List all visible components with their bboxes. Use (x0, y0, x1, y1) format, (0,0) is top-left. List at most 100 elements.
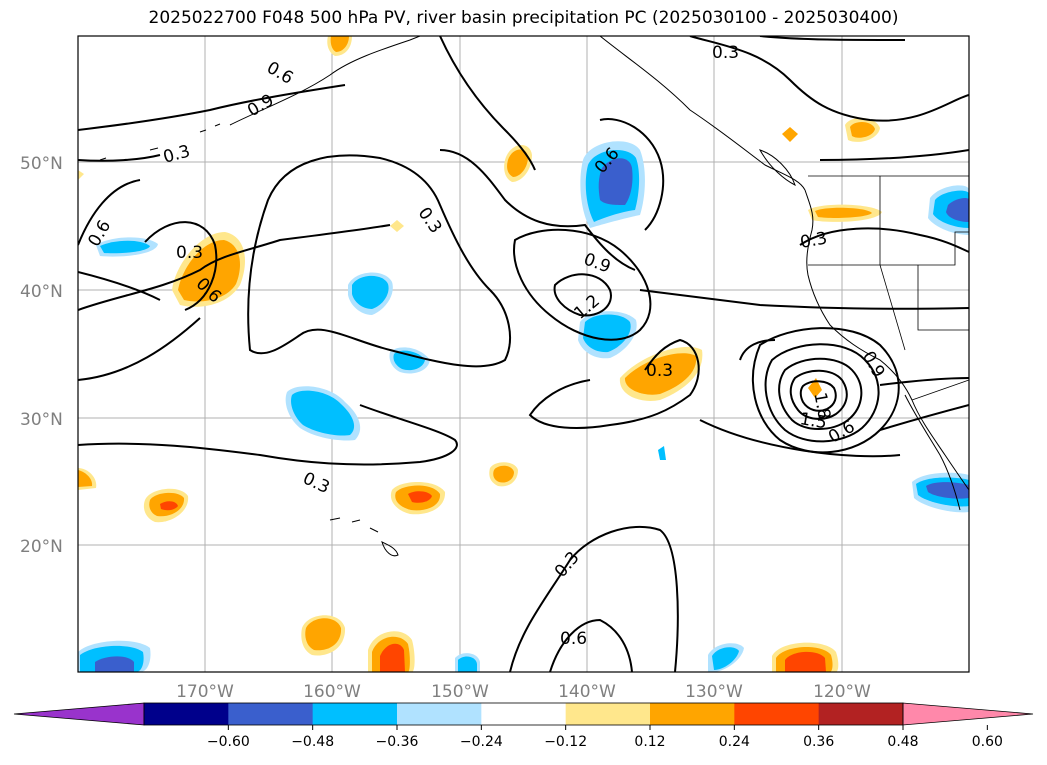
contour-label: 0.6 (560, 629, 587, 649)
map-frame (78, 36, 969, 672)
colorbar-tick-label: −0.60 (207, 734, 250, 750)
pv-contour-line (78, 179, 141, 246)
lat-label: 20°N (20, 537, 63, 557)
pv-contour-line (799, 227, 969, 253)
pv-contour-line (144, 221, 218, 311)
pv-contour-line (689, 36, 969, 122)
map-title: 2025022700 F048 500 hPa PV, river basin … (148, 8, 899, 28)
pv-contour-line (764, 343, 880, 443)
precip-blob-negative (946, 197, 969, 222)
precip-blob-positive (178, 240, 240, 302)
colorbar-outline (143, 702, 904, 726)
pv-contour-line (699, 419, 901, 458)
colorbar-segment (312, 703, 398, 725)
precip-blob-positive (493, 465, 514, 483)
lon-label: 160°W (303, 682, 361, 702)
contour-label: 0.3 (799, 229, 829, 253)
pv-contour-line (78, 317, 201, 381)
contour-label: 0.3 (712, 43, 739, 63)
precip-blob-positive (815, 207, 872, 218)
precip-blob-positive (380, 643, 405, 672)
precip-blob-negative (352, 275, 389, 309)
precip-blob-positive (330, 36, 349, 52)
borders (808, 175, 969, 401)
precip-blob-positive (305, 618, 342, 651)
pv-contour-line (78, 154, 161, 162)
colorbar-tick-label: 0.36 (803, 734, 834, 750)
precip-blob-positive (78, 170, 84, 180)
colorbar-segment (481, 703, 567, 725)
colorbar-tick-label: −0.48 (291, 734, 334, 750)
contour-label: 1.5 (798, 409, 828, 433)
colorbar-segment (818, 703, 904, 725)
lat-label: 40°N (20, 282, 63, 302)
pv-contour-line (439, 36, 536, 171)
precip-blob-positive (808, 378, 822, 398)
colorbar-segment (650, 703, 735, 725)
canada-coast (804, 189, 969, 491)
precip-blob-negative (712, 647, 739, 670)
pv-contour-line (819, 149, 969, 161)
baja-coast (904, 394, 961, 511)
precip-blob-positive (785, 651, 826, 672)
precip-shading (78, 36, 969, 672)
pv-contour-line (439, 149, 636, 271)
pv-contour-line (509, 525, 679, 672)
colorbar-segment (734, 703, 820, 725)
colorbar-tick-label: −0.36 (376, 734, 419, 750)
aleutian-islands (99, 123, 221, 161)
state-borders (808, 176, 969, 401)
pv-contour-line (789, 369, 848, 420)
precip-blob-positive (624, 353, 697, 395)
pv-contour-line (739, 339, 776, 361)
lat-label: 50°N (20, 154, 63, 174)
pv-contour-line (549, 618, 633, 672)
lon-label: 170°W (176, 682, 234, 702)
pv-contour-line (78, 404, 458, 466)
precip-blob-positive (78, 470, 93, 487)
hawaii-islands (329, 517, 399, 557)
pv-contour-line (759, 36, 906, 41)
pv-contour-line (879, 404, 969, 431)
colorbar-extend-high (902, 702, 1034, 726)
pv-contours (78, 36, 969, 672)
pv-contour-line (778, 357, 863, 430)
precip-blob-positive (408, 491, 432, 503)
pv-contour-line (528, 338, 700, 429)
precip-blob-negative (658, 446, 666, 460)
precip-blob-negative (291, 390, 355, 436)
latitude-labels: 50°N 40°N 30°N 20°N (20, 154, 63, 557)
precip-blob-negative (583, 314, 631, 353)
precip-blob-positive (782, 127, 798, 142)
contour-label: 0.3 (646, 361, 673, 381)
pv-contour-line (513, 228, 652, 341)
pv-contour-line (599, 118, 665, 231)
lon-label: 150°W (431, 682, 489, 702)
lon-label: 140°W (558, 682, 616, 702)
pv-contour-line (247, 154, 511, 368)
precip-blob-negative (598, 158, 633, 205)
lon-label: 120°W (813, 682, 871, 702)
colorbar-segment (228, 703, 314, 725)
colorbar-extend-low (13, 702, 145, 726)
contour-label: 0.3 (176, 243, 203, 263)
precip-blob-positive (850, 121, 875, 138)
pv-contour-line (639, 289, 969, 310)
pv-contour-line (553, 273, 612, 317)
precip-blob-negative (926, 482, 969, 499)
colorbar-segment (397, 703, 482, 725)
lon-label: 130°W (685, 682, 743, 702)
colorbar-tick-label: 0.24 (719, 734, 750, 750)
colorbar-segment (565, 703, 651, 725)
pv-contour-line (78, 271, 161, 301)
pv-contour-line (78, 224, 391, 311)
map-border (77, 35, 970, 673)
lat-label: 30°N (20, 410, 63, 430)
colorbar-segment (144, 703, 229, 725)
pv-contour-line (78, 84, 346, 131)
contour-label: 1.8 (809, 391, 833, 421)
precip-blob-negative (95, 656, 134, 672)
alaska-coast (229, 36, 421, 126)
precip-blob-negative (393, 350, 425, 371)
